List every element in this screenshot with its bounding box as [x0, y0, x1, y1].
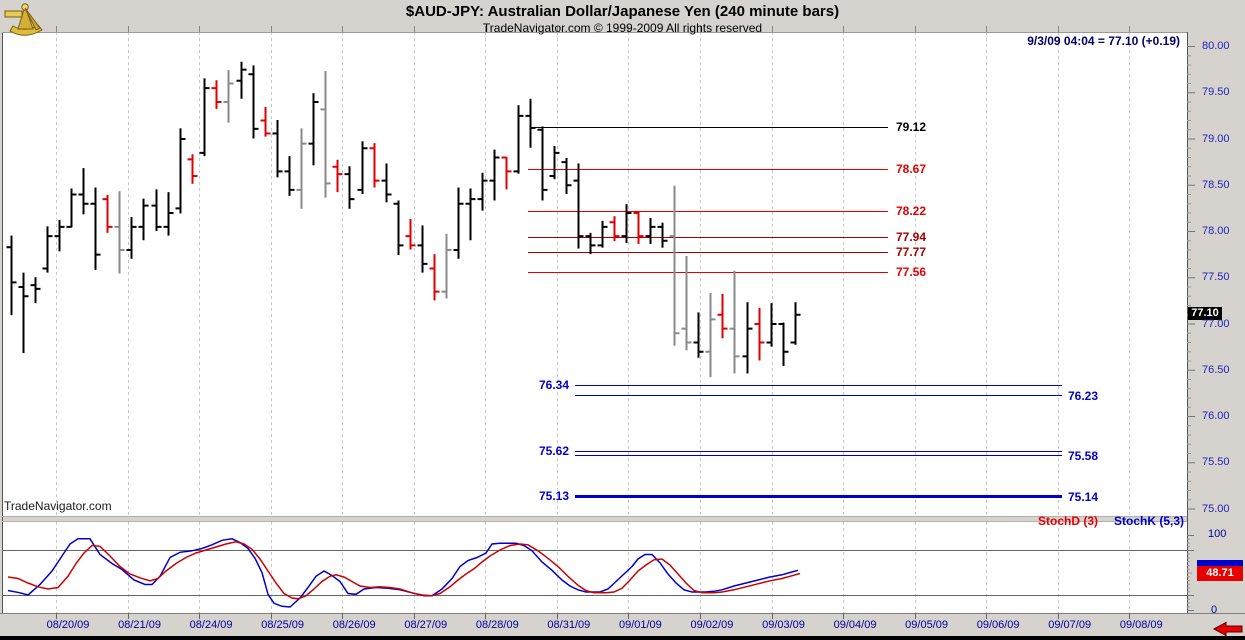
- chart-title: $AUD-JPY: Australian Dollar/Japanese Yen…: [405, 3, 840, 20]
- support-line-label-right: 75.58: [1068, 448, 1099, 463]
- resistance-line-label: 79.12: [896, 119, 927, 134]
- stochastic-panel: [2, 522, 1187, 613]
- resistance-line-label: 77.77: [896, 244, 927, 259]
- date-label: 09/01/09: [618, 619, 662, 631]
- price-axis-ticks: [1187, 46, 1195, 510]
- date-label: 09/07/09: [1048, 619, 1092, 631]
- date-label: 09/02/09: [690, 619, 734, 631]
- price-axis-label: 78.00: [1202, 225, 1230, 237]
- date-label: 08/27/09: [404, 619, 448, 631]
- date-label: 09/08/09: [1119, 619, 1163, 631]
- scroll-left-arrow-button[interactable]: [1212, 621, 1244, 637]
- current-price-badge: 77.10: [1188, 307, 1222, 320]
- support-line-label-right: 75.14: [1068, 489, 1099, 504]
- resistance-line-label: 78.22: [896, 203, 927, 218]
- price-axis-label: 75.00: [1202, 502, 1230, 515]
- resistance-line-label: 78.67: [896, 161, 927, 176]
- price-axis-label: 77.50: [1202, 271, 1230, 284]
- date-label: 08/26/09: [332, 619, 376, 631]
- support-line-label-left: 75.13: [538, 488, 569, 503]
- date-label: 08/25/09: [261, 619, 305, 631]
- last-quote-readout: 9/3/09 04:04 = 77.10 (+0.19): [1027, 34, 1180, 48]
- resistance-line-label: 77.56: [896, 264, 927, 279]
- date-label: 08/28/09: [475, 619, 519, 631]
- resistance-line-label: 77.94: [896, 229, 927, 244]
- price-axis-label: 80.00: [1202, 40, 1230, 52]
- price-axis-label: 79.00: [1202, 132, 1230, 145]
- stoch-axis-bottom-label: 0: [1211, 604, 1218, 616]
- stochd-value-badge: 48.71: [1197, 566, 1243, 581]
- support-line-label-right: 76.23: [1068, 388, 1099, 403]
- watermark-text: TradeNavigator.com: [4, 499, 112, 513]
- stoch-axis-top-label: 100: [1208, 528, 1227, 540]
- date-label: 08/24/09: [189, 619, 233, 631]
- date-label: 09/05/09: [905, 619, 948, 631]
- date-label: 08/21/09: [118, 619, 161, 631]
- price-panel: [2, 32, 1187, 516]
- price-axis-label: 76.00: [1202, 410, 1230, 422]
- support-line-label-left: 75.62: [538, 443, 569, 458]
- price-axis-label: 78.50: [1202, 178, 1230, 191]
- date-label: 09/04/09: [833, 619, 877, 631]
- stochd-legend-label: StochD (3): [1038, 514, 1098, 528]
- price-axis-label: 77.00: [1202, 317, 1230, 330]
- date-label: 09/03/09: [762, 619, 805, 631]
- date-label: 08/31/09: [547, 619, 591, 631]
- stochk-legend-label: StochK (5,3): [1114, 514, 1185, 528]
- support-line-label-left: 76.34: [538, 377, 569, 392]
- date-label: 08/20/09: [46, 619, 90, 631]
- price-axis-label: 75.50: [1202, 456, 1230, 469]
- date-axis-strip: [0, 613, 1245, 637]
- price-axis-label: 79.50: [1202, 86, 1230, 99]
- stoch-axis-ticks: [1187, 535, 1194, 611]
- price-axis-label: 76.50: [1202, 363, 1230, 376]
- chart-subtitle: TradeNavigator.com © 1999-2009 All right…: [482, 21, 763, 35]
- window-bottom-edge: [0, 636, 1245, 640]
- date-label: 09/06/09: [976, 619, 1020, 631]
